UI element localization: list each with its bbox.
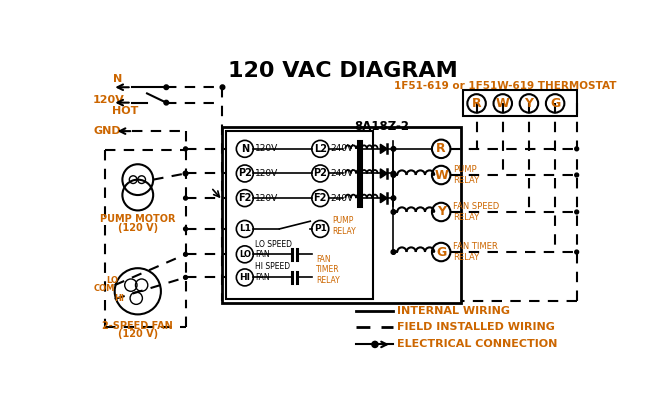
Text: P2: P2	[314, 168, 327, 178]
Circle shape	[391, 210, 396, 214]
Text: G: G	[550, 97, 560, 110]
Text: INTERNAL WIRING: INTERNAL WIRING	[397, 305, 509, 316]
Text: Y: Y	[437, 205, 446, 218]
Text: (120 V): (120 V)	[118, 329, 158, 339]
Text: N: N	[113, 74, 123, 84]
Circle shape	[575, 210, 579, 214]
Circle shape	[575, 250, 579, 254]
Text: 240V: 240V	[330, 169, 353, 178]
Polygon shape	[381, 144, 387, 153]
Text: F2: F2	[314, 193, 327, 203]
Text: R: R	[472, 97, 482, 110]
Circle shape	[575, 173, 579, 177]
Text: L1: L1	[239, 225, 251, 233]
Circle shape	[184, 276, 188, 279]
Text: 2-SPEED FAN: 2-SPEED FAN	[103, 321, 173, 331]
Text: COM: COM	[93, 285, 115, 293]
Text: F2: F2	[238, 193, 251, 203]
Polygon shape	[381, 194, 387, 203]
Circle shape	[184, 171, 188, 176]
Text: 240V: 240V	[330, 194, 353, 203]
Text: HI: HI	[114, 295, 124, 303]
Circle shape	[391, 173, 396, 177]
Text: PUMP
RELAY: PUMP RELAY	[454, 166, 480, 185]
Text: 120V: 120V	[255, 194, 278, 203]
Circle shape	[391, 147, 396, 151]
Text: 1F51-619 or 1F51W-619 THERMOSTAT: 1F51-619 or 1F51W-619 THERMOSTAT	[394, 81, 616, 91]
Text: W: W	[434, 168, 448, 181]
Text: 120V: 120V	[255, 169, 278, 178]
Text: LO: LO	[239, 250, 251, 259]
Circle shape	[183, 171, 188, 176]
Circle shape	[184, 196, 188, 200]
Text: (120 V): (120 V)	[118, 223, 158, 233]
Circle shape	[391, 196, 396, 200]
Text: FIELD INSTALLED WIRING: FIELD INSTALLED WIRING	[397, 323, 554, 333]
Circle shape	[164, 85, 169, 90]
Text: ELECTRICAL CONNECTION: ELECTRICAL CONNECTION	[397, 339, 557, 349]
Circle shape	[184, 147, 188, 151]
Text: W: W	[496, 97, 510, 110]
Text: 120 VAC DIAGRAM: 120 VAC DIAGRAM	[228, 61, 458, 81]
Text: PUMP
RELAY: PUMP RELAY	[332, 216, 356, 235]
Text: HOT: HOT	[113, 106, 139, 116]
Text: HI SPEED
FAN: HI SPEED FAN	[255, 262, 290, 282]
Text: FAN TIMER
RELAY: FAN TIMER RELAY	[454, 242, 498, 262]
Text: PUMP MOTOR: PUMP MOTOR	[100, 214, 176, 224]
Text: 120V: 120V	[255, 144, 278, 153]
Polygon shape	[381, 169, 387, 178]
Text: R: R	[436, 142, 446, 155]
Circle shape	[391, 250, 396, 254]
Circle shape	[184, 227, 188, 231]
Circle shape	[184, 252, 188, 256]
Text: FAN SPEED
RELAY: FAN SPEED RELAY	[454, 202, 500, 222]
Circle shape	[372, 341, 378, 347]
Circle shape	[391, 171, 396, 176]
FancyBboxPatch shape	[222, 127, 461, 303]
Text: G: G	[436, 246, 446, 259]
Text: 8A18Z-2: 8A18Z-2	[354, 120, 409, 133]
Text: L2: L2	[314, 144, 327, 154]
Text: FAN
TIMER
RELAY: FAN TIMER RELAY	[316, 255, 340, 285]
Text: LO: LO	[107, 276, 119, 285]
FancyBboxPatch shape	[226, 131, 373, 299]
Text: 240V: 240V	[330, 144, 353, 153]
Text: N: N	[241, 144, 249, 154]
Text: P2: P2	[238, 168, 252, 178]
FancyBboxPatch shape	[463, 91, 577, 116]
Text: P1: P1	[314, 225, 327, 233]
Text: LO SPEED
FAN: LO SPEED FAN	[255, 240, 292, 259]
Circle shape	[220, 85, 225, 90]
Circle shape	[164, 100, 169, 105]
Circle shape	[575, 147, 579, 151]
Text: Y: Y	[525, 97, 533, 110]
Text: HI: HI	[239, 273, 251, 282]
Text: 120V: 120V	[93, 96, 125, 105]
Text: GND: GND	[93, 126, 121, 136]
